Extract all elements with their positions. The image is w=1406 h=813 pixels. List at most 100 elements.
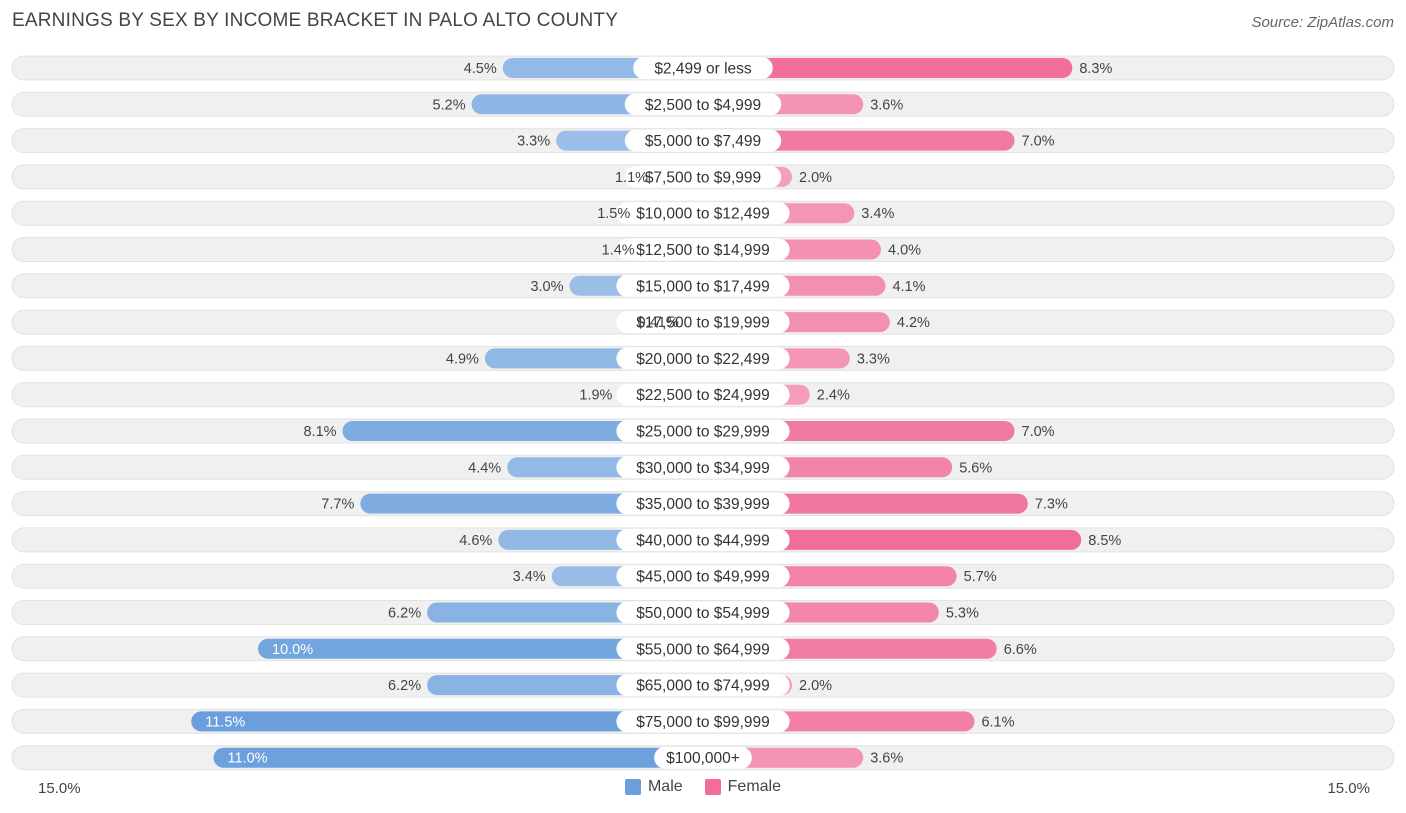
value-label-male: 5.2% xyxy=(433,97,466,113)
category-label-background xyxy=(616,202,790,225)
category-label-background xyxy=(624,165,782,188)
value-label-female: 3.3% xyxy=(857,351,890,367)
value-label-male: 3.4% xyxy=(513,569,546,585)
category-label: $10,000 to $12,499 xyxy=(636,206,770,223)
category-label: $22,500 to $24,999 xyxy=(636,387,770,404)
category-label-background xyxy=(616,383,790,406)
bar-male xyxy=(191,711,703,732)
income-bracket-chart: $2,499 or less 4.5% 8.3% $2,500 to $4,999 5.… xyxy=(11,55,1395,771)
legend-swatch-male xyxy=(624,779,641,795)
value-label-male: 6.2% xyxy=(388,606,421,622)
legend-label-male: Male xyxy=(647,778,683,795)
category-label-background xyxy=(616,492,790,515)
value-label-male: 4.5% xyxy=(464,61,497,77)
value-label-male: 4.6% xyxy=(459,533,492,549)
value-label-female: 5.6% xyxy=(959,460,992,476)
value-label-male: 11.5% xyxy=(205,714,245,730)
bar-male xyxy=(213,747,703,768)
category-label: $30,000 to $34,999 xyxy=(636,460,770,477)
category-label: $2,500 to $4,999 xyxy=(645,97,761,114)
value-label-female: 4.2% xyxy=(897,315,930,331)
bar-male xyxy=(258,638,703,659)
legend-item-female[interactable]: Female xyxy=(704,778,782,796)
category-label-background xyxy=(616,238,790,261)
axis-max-label: 15.0% xyxy=(1327,780,1370,797)
category-label: $17,500 to $19,999 xyxy=(636,315,770,332)
category-label-background xyxy=(633,57,773,79)
value-label-male: 8.1% xyxy=(303,424,336,440)
category-label: $65,000 to $74,999 xyxy=(636,678,770,695)
value-label-male: 1.5% xyxy=(597,206,630,222)
bar-female xyxy=(703,529,1082,550)
category-label-background xyxy=(616,565,790,588)
bar-female xyxy=(703,58,1073,78)
category-label: $100,000+ xyxy=(666,750,740,767)
category-label-background xyxy=(616,347,790,370)
category-label: $2,499 or less xyxy=(654,61,752,78)
legend: Male Female xyxy=(0,778,1406,796)
value-label-male: 0.41% xyxy=(638,315,679,331)
legend-item-male[interactable]: Male xyxy=(624,778,683,796)
value-label-male: 7.7% xyxy=(321,497,354,513)
value-label-male: 4.9% xyxy=(446,351,479,367)
category-label-background xyxy=(616,674,790,697)
category-label: $45,000 to $49,999 xyxy=(636,569,770,586)
category-label: $15,000 to $17,499 xyxy=(636,278,770,295)
value-label-female: 5.7% xyxy=(964,569,997,585)
value-label-male: 1.1% xyxy=(615,170,648,186)
category-label: $12,500 to $14,999 xyxy=(636,242,770,259)
value-label-female: 3.6% xyxy=(870,97,903,113)
category-label-background xyxy=(616,274,790,297)
value-label-male: 3.0% xyxy=(530,279,563,295)
value-label-female: 8.5% xyxy=(1088,533,1121,549)
category-label: $5,000 to $7,499 xyxy=(645,133,761,150)
value-label-female: 2.0% xyxy=(799,170,832,186)
value-label-female: 2.4% xyxy=(817,388,850,404)
category-label-background xyxy=(616,637,790,660)
value-label-female: 5.3% xyxy=(946,606,979,622)
value-label-male: 4.4% xyxy=(468,460,501,476)
category-label-background xyxy=(616,601,790,624)
category-label: $55,000 to $64,999 xyxy=(636,641,770,658)
bar-female xyxy=(703,130,1015,151)
legend-swatch-female xyxy=(704,779,721,795)
category-label-background xyxy=(624,93,782,116)
category-label: $50,000 to $54,999 xyxy=(636,605,770,622)
category-label: $75,000 to $99,999 xyxy=(636,714,770,731)
legend-label-female: Female xyxy=(727,778,782,795)
category-label: $20,000 to $22,499 xyxy=(636,351,770,368)
category-label-background xyxy=(616,528,790,551)
value-label-female: 7.0% xyxy=(1022,134,1055,150)
value-label-male: 10.0% xyxy=(272,642,313,658)
value-label-female: 7.3% xyxy=(1035,497,1068,513)
category-label-background xyxy=(616,456,790,479)
bar-male xyxy=(360,493,703,514)
category-label: $40,000 to $44,999 xyxy=(636,532,770,549)
value-label-male: 11.0% xyxy=(228,751,268,767)
category-label-background xyxy=(624,129,782,152)
value-label-female: 3.6% xyxy=(870,751,903,767)
value-label-female: 3.4% xyxy=(861,206,894,222)
value-label-male: 3.3% xyxy=(517,134,550,150)
axis-min-label: 15.0% xyxy=(38,780,81,797)
value-label-male: 6.2% xyxy=(388,678,421,694)
bar-male xyxy=(342,421,703,441)
value-label-female: 4.1% xyxy=(892,279,925,295)
value-label-female: 2.0% xyxy=(799,678,832,694)
category-label: $7,500 to $9,999 xyxy=(645,169,761,186)
value-label-female: 4.0% xyxy=(888,243,921,259)
value-label-female: 7.0% xyxy=(1022,424,1055,440)
value-label-female: 6.6% xyxy=(1004,642,1037,658)
category-label: $25,000 to $29,999 xyxy=(636,424,770,441)
value-label-male: 1.9% xyxy=(579,388,612,404)
chart-title: EARNINGS BY SEX BY INCOME BRACKET IN PAL… xyxy=(12,10,619,31)
source-label: Source: ZipAtlas.com xyxy=(1251,14,1394,31)
value-label-female: 6.1% xyxy=(981,714,1014,730)
value-label-female: 8.3% xyxy=(1079,61,1112,77)
category-label-background xyxy=(616,420,790,442)
category-label-background xyxy=(654,746,752,769)
category-label-background xyxy=(616,311,790,334)
category-label-background xyxy=(616,710,790,733)
category-label: $35,000 to $39,999 xyxy=(636,496,770,513)
value-label-male: 1.4% xyxy=(602,243,635,259)
